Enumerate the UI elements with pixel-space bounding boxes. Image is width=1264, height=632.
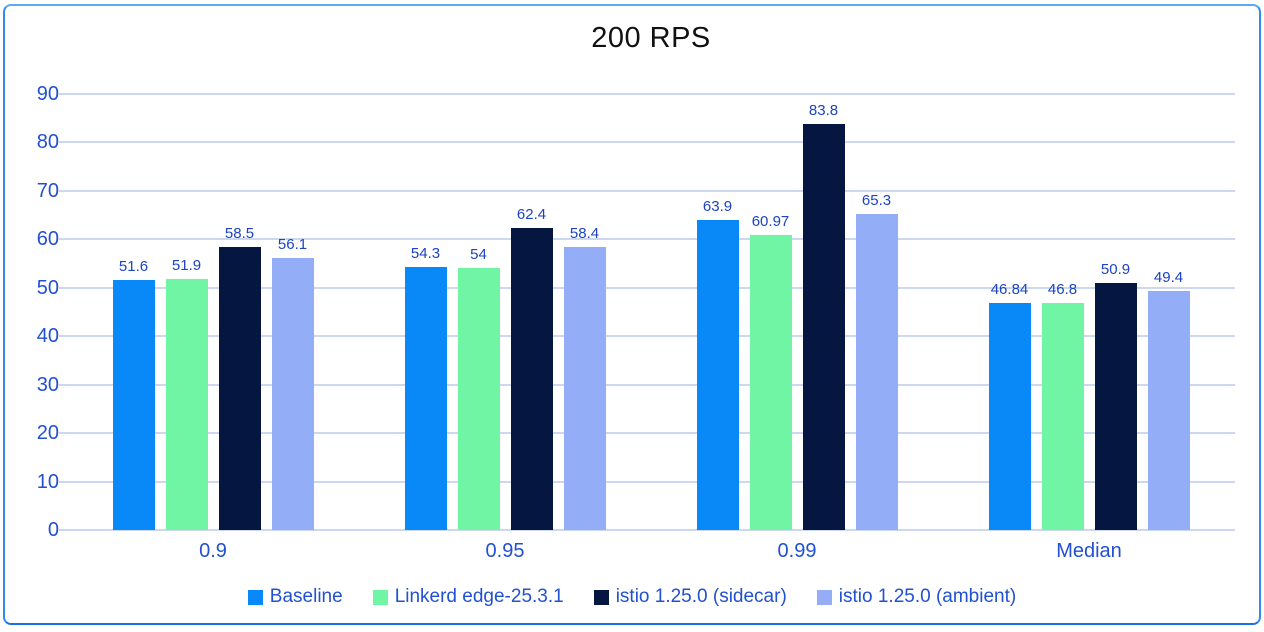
bar-value-label: 49.4 (1153, 268, 1184, 286)
legend-item: Linkerd edge-25.3.1 (372, 586, 564, 608)
bar (457, 268, 500, 530)
legend-item: istio 1.25.0 (sidecar) (593, 586, 787, 608)
legend-item: Baseline (247, 586, 343, 608)
bar (1147, 290, 1190, 530)
bar-group: 54.3 54 62.4 58.4 (359, 94, 651, 530)
bar-value-label: 51.9 (171, 256, 202, 274)
bar-groups: 51.6 51.9 58.5 56.1 54.3 54 62.4 58.4 63.9 60.97 8… (67, 94, 1235, 530)
legend-item: istio 1.25.0 (ambient) (816, 586, 1017, 608)
bar-value-label: 46.8 (1047, 281, 1078, 299)
y-axis-tick-label: 60 (36, 228, 59, 251)
bar-wrap: 63.9 (696, 94, 739, 530)
bar-value-label: 54.3 (410, 244, 441, 262)
bar-value-label: 56.1 (277, 236, 308, 254)
bar-wrap: 56.1 (271, 94, 314, 530)
bar-group: 51.6 51.9 58.5 56.1 (67, 94, 359, 530)
bar-value-label: 65.3 (861, 191, 892, 209)
bar (749, 234, 792, 530)
bar-value-label: 54 (470, 246, 487, 264)
x-axis-category-label: 0.9 (199, 540, 227, 562)
bar-group: 63.9 60.97 83.8 65.3 (651, 94, 943, 530)
bar (404, 266, 447, 530)
y-axis-tick-label: 10 (36, 470, 59, 493)
bar-wrap: 49.4 (1147, 94, 1190, 530)
bar-wrap: 50.9 (1094, 94, 1137, 530)
bar (855, 213, 898, 530)
gridline (59, 432, 1235, 435)
gridline (59, 189, 1235, 192)
bar-wrap: 58.5 (218, 94, 261, 530)
gridline (59, 529, 1235, 531)
x-axis: 0.9 0.95 0.99 Median (67, 540, 1235, 563)
gridline (59, 93, 1235, 95)
bar-value-label: 58.4 (569, 225, 600, 243)
bar-value-label: 62.4 (516, 205, 547, 223)
legend-swatch (372, 589, 388, 605)
legend-label: istio 1.25.0 (ambient) (838, 586, 1017, 607)
bar-wrap: 46.8 (1041, 94, 1084, 530)
gridline (59, 335, 1235, 338)
legend-label: Linkerd edge-25.3.1 (394, 586, 564, 607)
legend: Baseline Linkerd edge-25.3.1 istio 1.25.0 … (5, 586, 1259, 608)
bar (112, 280, 155, 530)
gridline (59, 480, 1235, 483)
bar-value-label: 60.97 (751, 212, 790, 230)
x-axis-category-label: 0.95 (485, 540, 525, 562)
chart-container: 200 RPS 0 10 20 30 40 50 60 70 80 90 51.6 51.9 58.5… (3, 4, 1261, 625)
x-axis-category-label: Median (1056, 540, 1122, 562)
bar-wrap: 54.3 (404, 94, 447, 530)
bar (510, 227, 553, 530)
plot-area: 51.6 51.9 58.5 56.1 54.3 54 62.4 58.4 63.9 60.97 8… (59, 93, 1235, 531)
bar-wrap: 65.3 (855, 94, 898, 530)
bar-value-label: 63.9 (702, 198, 733, 216)
gridline (59, 238, 1235, 241)
bar-wrap: 83.8 (802, 94, 845, 530)
bar-wrap: 60.97 (749, 94, 792, 530)
x-axis-category-label: 0.99 (777, 540, 817, 562)
y-axis-tick-label: 30 (36, 373, 59, 396)
chart-title: 200 RPS (591, 22, 711, 54)
bar (165, 278, 208, 530)
legend-label: Baseline (269, 586, 343, 607)
bar-value-label: 83.8 (808, 102, 839, 120)
gridline (59, 141, 1235, 144)
bar (563, 247, 606, 530)
gridline (59, 286, 1235, 289)
bar-group: 46.84 46.8 50.9 49.4 (943, 94, 1235, 530)
y-axis-tick-label: 50 (36, 276, 59, 299)
y-axis-tick-label: 80 (36, 131, 59, 154)
legend-swatch (593, 589, 609, 605)
bar-wrap: 54 (457, 94, 500, 530)
bar (696, 220, 739, 530)
y-axis: 0 10 20 30 40 50 60 70 80 90 (5, 84, 59, 540)
bar-wrap: 51.9 (165, 94, 208, 530)
bar-value-label: 50.9 (1100, 261, 1131, 279)
y-axis-tick-label: 90 (36, 83, 59, 105)
y-axis-tick-label: 20 (36, 422, 59, 445)
bar (271, 258, 314, 530)
bar-value-label: 58.5 (224, 224, 255, 242)
bar-value-label: 51.6 (118, 258, 149, 276)
bar-wrap: 62.4 (510, 94, 553, 530)
bar-wrap: 51.6 (112, 94, 155, 530)
bar (988, 303, 1031, 530)
bar-wrap: 58.4 (563, 94, 606, 530)
bar-value-label: 46.84 (990, 281, 1029, 299)
legend-swatch (247, 589, 263, 605)
bar (1041, 303, 1084, 530)
bar (1094, 283, 1137, 530)
legend-swatch (816, 589, 832, 605)
y-axis-tick-label: 40 (36, 325, 59, 348)
y-axis-tick-label: 70 (36, 179, 59, 202)
y-axis-tick-label: 0 (47, 519, 59, 541)
bar (218, 246, 261, 530)
gridline (59, 383, 1235, 386)
legend-label: istio 1.25.0 (sidecar) (615, 586, 787, 607)
bar-wrap: 46.84 (988, 94, 1031, 530)
bar (802, 124, 845, 530)
